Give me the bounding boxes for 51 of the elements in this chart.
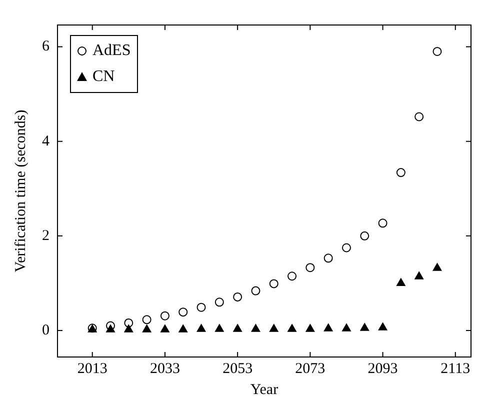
point [269,279,278,288]
y-tick-label: 6 [42,38,50,55]
point [378,218,388,228]
point [306,324,315,332]
point [196,324,206,332]
point [124,324,134,332]
y-tick-label: 4 [42,133,50,150]
point [342,243,351,252]
x-tick-label: 2113 [440,360,470,377]
point [360,323,370,331]
point [269,324,278,332]
point [324,324,333,332]
y-tick-label: 2 [42,228,50,244]
point [288,272,297,281]
point [396,278,406,286]
point [233,324,242,332]
point [432,46,442,56]
x-axis-title: Year [250,382,278,398]
point [142,324,152,332]
y-axis-title: Verification time (seconds) [12,110,29,272]
x-tick-label: 2053 [222,360,253,377]
x-tick-label: 2013 [77,360,108,377]
point [396,168,406,178]
point [414,272,424,280]
point [251,286,260,296]
legend-label: CN [92,67,115,87]
legend-label: AdES [92,41,131,61]
point [196,302,206,312]
point [106,324,115,332]
y-tick-label: 0 [42,322,50,338]
point [214,298,224,307]
x-tick-label: 2073 [295,360,326,377]
point [215,324,224,332]
x-tick-label: 2033 [150,360,180,377]
point [414,112,424,122]
point [178,308,188,317]
point [306,263,315,272]
point [160,324,170,332]
point [288,324,296,332]
point [178,324,188,332]
point [342,324,351,332]
point [360,231,370,240]
x-tick-label: 2093 [368,360,398,377]
point [251,324,260,332]
point [324,254,333,263]
point [160,311,170,320]
point [432,263,442,271]
point [142,315,152,324]
point [124,318,134,328]
point [378,322,388,330]
point [233,292,242,302]
